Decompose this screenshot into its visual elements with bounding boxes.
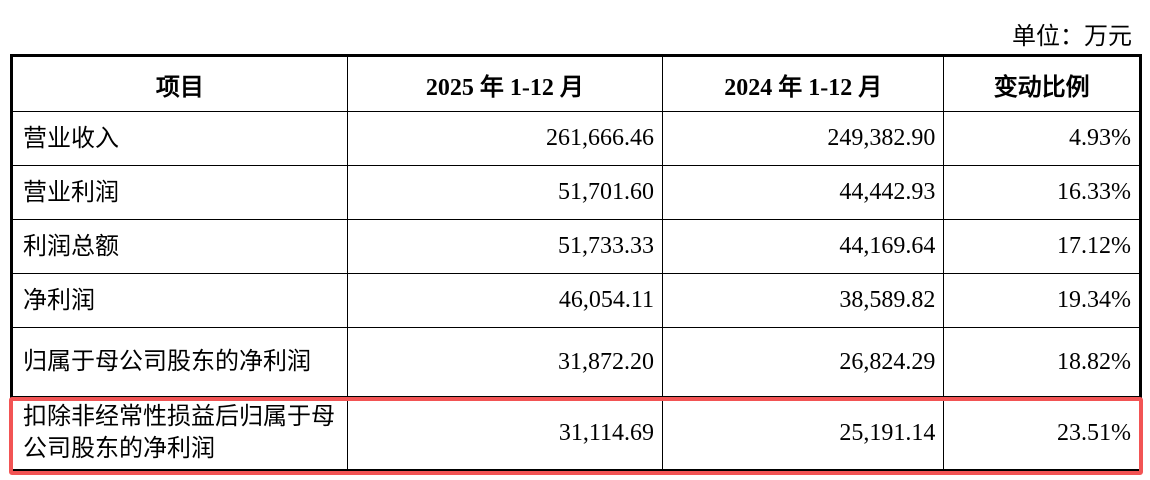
row-item: 归属于母公司股东的净利润 bbox=[11, 327, 348, 397]
table-row: 利润总额 51,733.33 44,169.64 17.12% bbox=[11, 219, 1141, 274]
financial-table: 项目 2025 年 1-12 月 2024 年 1-12 月 变动比例 营业收入… bbox=[10, 54, 1142, 472]
row-2024: 25,191.14 bbox=[662, 396, 945, 471]
row-change: 23.51% bbox=[943, 396, 1141, 471]
row-change: 4.93% bbox=[943, 111, 1141, 166]
header-2025: 2025 年 1-12 月 bbox=[346, 55, 664, 112]
row-2025: 51,701.60 bbox=[346, 165, 664, 220]
row-change: 16.33% bbox=[943, 165, 1141, 220]
row-2024: 44,169.64 bbox=[662, 219, 945, 274]
table-row: 归属于母公司股东的净利润 31,872.20 26,824.29 18.82% bbox=[11, 327, 1141, 397]
header-row: 项目 2025 年 1-12 月 2024 年 1-12 月 变动比例 bbox=[11, 55, 1141, 112]
row-2024: 26,824.29 bbox=[662, 327, 945, 397]
table-row: 营业收入 261,666.46 249,382.90 4.93% bbox=[11, 111, 1141, 166]
row-item: 营业利润 bbox=[11, 165, 348, 220]
table-row: 净利润 46,054.11 38,589.82 19.34% bbox=[11, 273, 1141, 328]
header-item: 项目 bbox=[11, 55, 348, 112]
highlight-box bbox=[9, 397, 1143, 475]
row-2024: 249,382.90 bbox=[662, 111, 945, 166]
header-change: 变动比例 bbox=[943, 55, 1141, 112]
table-row: 营业利润 51,701.60 44,442.93 16.33% bbox=[11, 165, 1141, 220]
row-change: 19.34% bbox=[943, 273, 1141, 328]
row-2024: 38,589.82 bbox=[662, 273, 945, 328]
row-item: 净利润 bbox=[11, 273, 348, 328]
row-2025: 261,666.46 bbox=[346, 111, 664, 166]
row-2025: 31,114.69 bbox=[346, 396, 664, 471]
row-item: 营业收入 bbox=[11, 111, 348, 166]
row-2025: 51,733.33 bbox=[346, 219, 664, 274]
row-change: 18.82% bbox=[943, 327, 1141, 397]
row-2025: 31,872.20 bbox=[346, 327, 664, 397]
unit-label: 单位：万元 bbox=[1012, 24, 1132, 50]
row-change: 17.12% bbox=[943, 219, 1141, 274]
row-2024: 44,442.93 bbox=[662, 165, 945, 220]
row-2025: 46,054.11 bbox=[346, 273, 664, 328]
header-2024: 2024 年 1-12 月 bbox=[662, 55, 945, 112]
row-item: 利润总额 bbox=[11, 219, 348, 274]
